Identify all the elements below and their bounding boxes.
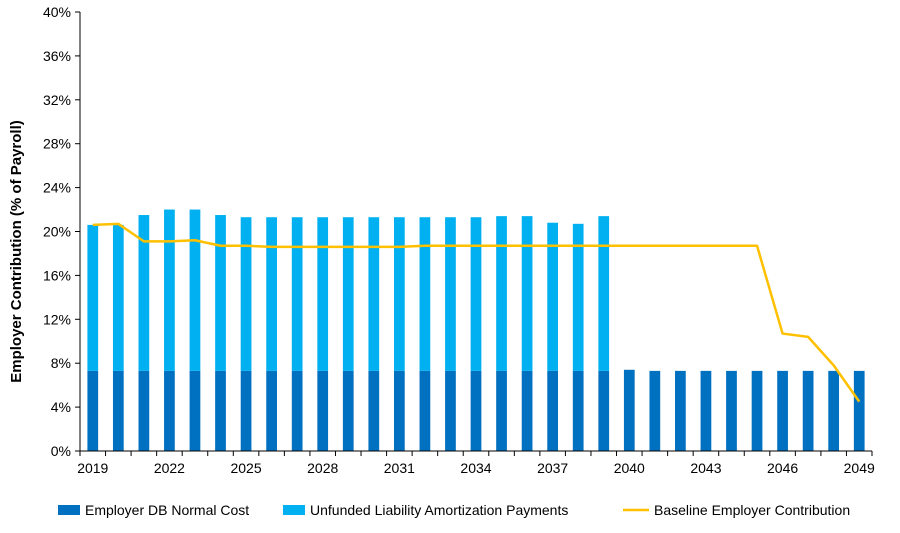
bar-amortization-2029 — [342, 217, 354, 371]
bar-amortization-2020 — [112, 224, 124, 371]
bar-normal-cost-2041 — [649, 370, 661, 451]
bar-normal-cost-2022 — [164, 370, 175, 451]
bar-normal-cost-2024 — [215, 370, 226, 451]
bar-normal-cost-2043 — [700, 370, 712, 451]
bar-normal-cost-2019 — [87, 370, 99, 451]
tick-labels-layer: 0% 4% 8% 12% 16% 20% 24% 28% 32% 36% 40% 2019 2022 20… — [43, 4, 875, 476]
bar-normal-cost-2046 — [777, 370, 788, 451]
bar-amortization-2028 — [317, 217, 329, 371]
legend-item-3: Baseline Employer Contribution — [623, 502, 850, 518]
bar-amortization-2034 — [470, 217, 482, 371]
x-tick-label: 2031 — [384, 460, 415, 476]
y-tick-label: 28% — [43, 136, 71, 152]
bar-normal-cost-2032 — [419, 370, 431, 451]
legend-swatch — [58, 505, 80, 515]
x-tick-label: 2049 — [844, 460, 875, 476]
bar-amortization-2031 — [393, 217, 405, 371]
bar-amortization-2026 — [266, 217, 277, 371]
y-tick-label: 8% — [51, 355, 71, 371]
x-tick-label: 2022 — [154, 460, 185, 476]
bar-normal-cost-2045 — [751, 370, 763, 451]
bar-normal-cost-2047 — [802, 370, 814, 451]
y-tick-label: 32% — [43, 92, 71, 108]
bar-normal-cost-2035 — [496, 370, 507, 451]
legend-item-1: Employer DB Normal Cost — [58, 502, 249, 518]
bar-normal-cost-2048 — [828, 370, 840, 451]
bar-amortization-2024 — [215, 215, 226, 371]
series-line-baseline-employer-contribution — [92, 222, 861, 403]
bar-amortization-2027 — [291, 217, 303, 371]
line-layer — [92, 222, 861, 403]
bar-amortization-2023 — [189, 209, 201, 371]
bar-amortization-2025 — [240, 217, 252, 371]
bar-amortization-2032 — [419, 217, 431, 371]
bar-normal-cost-2023 — [189, 370, 201, 451]
x-tick-label: 2046 — [767, 460, 798, 476]
legend-swatch — [283, 505, 305, 515]
y-tick-label: 4% — [51, 399, 71, 415]
bar-amortization-2019 — [87, 224, 99, 371]
legend-label: Baseline Employer Contribution — [654, 502, 850, 518]
bar-amortization-2035 — [496, 216, 507, 371]
bar-normal-cost-2027 — [291, 370, 303, 451]
y-tick-label: 24% — [43, 180, 71, 196]
bar-amortization-2037 — [547, 222, 559, 371]
bar-amortization-2033 — [445, 217, 456, 371]
y-tick-label: 20% — [43, 224, 71, 240]
y-tick-label: 40% — [43, 4, 71, 20]
bar-normal-cost-2049 — [853, 370, 865, 451]
bar-normal-cost-2037 — [547, 370, 559, 451]
x-tick-label: 2037 — [537, 460, 568, 476]
x-tick-label: 2025 — [230, 460, 261, 476]
y-tick-label: 0% — [51, 443, 71, 459]
bar-normal-cost-2040 — [623, 369, 635, 451]
bar-normal-cost-2039 — [598, 370, 610, 451]
bar-normal-cost-2021 — [138, 370, 150, 451]
bar-amortization-2021 — [138, 215, 150, 371]
bar-normal-cost-2026 — [266, 370, 277, 451]
bar-normal-cost-2044 — [726, 370, 737, 451]
bar-normal-cost-2028 — [317, 370, 329, 451]
bar-normal-cost-2025 — [240, 370, 252, 451]
x-tick-label: 2043 — [690, 460, 721, 476]
bar-normal-cost-2042 — [675, 370, 686, 451]
bar-normal-cost-2030 — [368, 370, 380, 451]
bar-amortization-2036 — [521, 216, 533, 371]
axes-layer — [75, 11, 873, 456]
x-tick-label: 2034 — [460, 460, 491, 476]
bar-normal-cost-2034 — [470, 370, 482, 451]
bar-normal-cost-2029 — [342, 370, 354, 451]
x-tick-label: 2028 — [307, 460, 338, 476]
bars-layer — [87, 209, 865, 451]
bar-amortization-2038 — [572, 223, 584, 371]
y-tick-label: 12% — [43, 311, 71, 327]
legend-label: Unfunded Liability Amortization Payments — [310, 502, 568, 518]
bar-normal-cost-2033 — [445, 370, 456, 451]
y-axis-label: Employer Contribution (% of Payroll) — [8, 120, 25, 383]
x-tick-label: 2019 — [77, 460, 108, 476]
bar-normal-cost-2020 — [112, 370, 124, 451]
legend-item-2: Unfunded Liability Amortization Payments — [283, 502, 568, 518]
x-tick-label: 2040 — [614, 460, 645, 476]
legend-label: Employer DB Normal Cost — [85, 502, 249, 518]
legend: Employer DB Normal Cost Unfunded Liabilit… — [58, 502, 850, 518]
y-tick-label: 16% — [43, 267, 71, 283]
y-tick-label: 36% — [43, 48, 71, 64]
bar-amortization-2030 — [368, 217, 380, 371]
bar-amortization-2039 — [598, 216, 610, 371]
bar-normal-cost-2038 — [572, 370, 584, 451]
bar-normal-cost-2036 — [521, 370, 533, 451]
bar-amortization-2022 — [164, 209, 175, 371]
bar-normal-cost-2031 — [393, 370, 405, 451]
